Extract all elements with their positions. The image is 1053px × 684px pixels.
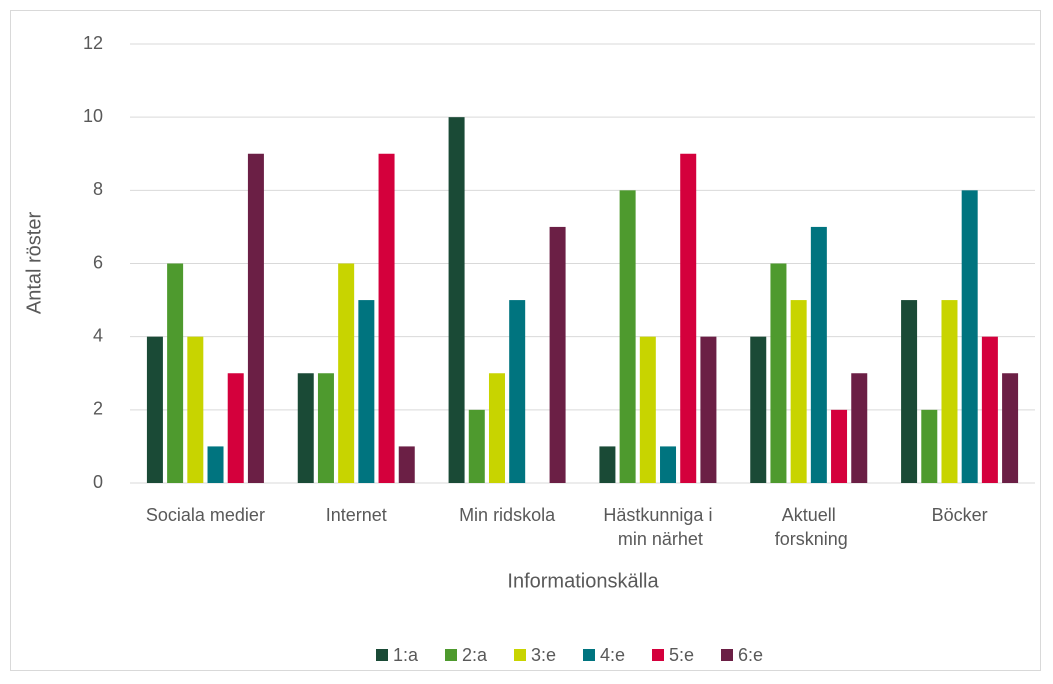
bar [1002,373,1019,483]
x-tick-label: Internet [326,505,387,525]
y-tick-label: 0 [93,472,103,492]
x-tick-label: Böcker [932,505,988,525]
bar [810,226,827,483]
bar [639,336,656,483]
bar [660,446,677,483]
bar [921,409,938,483]
bar [961,190,978,484]
bar [297,373,314,483]
bar [247,153,264,483]
y-axis-title: Antal röster [23,212,45,315]
bar [619,190,636,484]
legend-swatch [445,649,457,661]
bar [750,336,767,483]
x-tick-label: Min ridskola [459,505,556,525]
bar [851,373,868,483]
bar [468,409,485,483]
y-tick-label: 6 [93,252,103,272]
legend-label: 5:e [669,645,694,665]
bar [770,263,787,483]
bar [358,300,375,483]
bar [599,446,616,483]
legend-label: 4:e [600,645,625,665]
legend-swatch [721,649,733,661]
bar [831,409,848,483]
bar [509,300,526,483]
legend-label: 6:e [738,645,763,665]
x-tick-label: Sociala medier [146,505,265,525]
y-tick-label: 10 [83,106,103,126]
bar [207,446,224,483]
bar [549,226,566,483]
y-tick-label: 2 [93,399,103,419]
legend-swatch [583,649,595,661]
bar [167,263,184,483]
legend-swatch [376,649,388,661]
bar [187,336,204,483]
bar [790,300,807,483]
bar [338,263,355,483]
bar [448,117,465,484]
y-tick-label: 12 [83,33,103,53]
bar [378,153,395,483]
y-tick-label: 4 [93,325,103,345]
legend-label: 3:e [531,645,556,665]
bar [981,336,998,483]
y-tick-label: 8 [93,179,103,199]
x-axis-title: Informationskälla [507,570,659,592]
bar [941,300,958,483]
legend-label: 2:a [462,645,488,665]
bar [700,336,717,483]
legend-label: 1:a [393,645,419,665]
bar [227,373,244,483]
bar [488,373,505,483]
bar [901,300,918,483]
bar [317,373,334,483]
x-tick-label: Hästkunniga i min närhet [603,505,712,549]
legend-swatch [652,649,664,661]
legend-swatch [514,649,526,661]
bar [680,153,697,483]
bar [146,336,163,483]
bar [398,446,415,483]
x-tick-label: Aktuell forskning [770,505,848,549]
